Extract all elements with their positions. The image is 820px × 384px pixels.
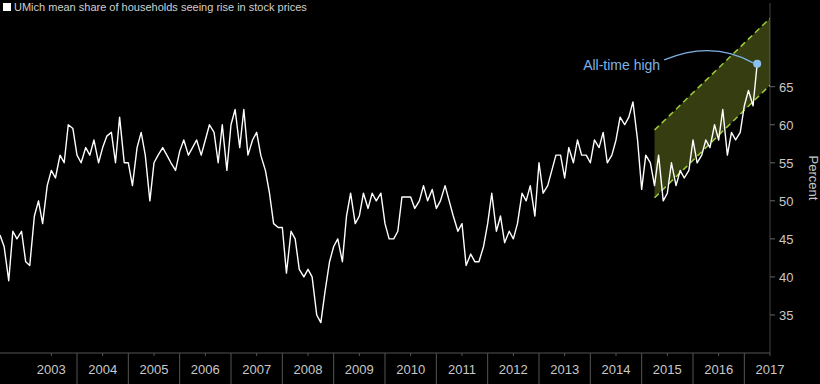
x-tick: [770, 353, 771, 356]
year-separator: [333, 353, 334, 384]
y-tick: [770, 238, 775, 239]
year-separator: [436, 353, 437, 384]
trend-channel-upper: [655, 18, 771, 130]
annotation-label: All-time high: [583, 57, 660, 73]
x-tick: [102, 353, 103, 356]
year-separator: [744, 353, 745, 384]
year-separator: [539, 353, 540, 384]
y-tick: [770, 200, 775, 201]
y-tick-label: 50: [779, 194, 793, 209]
y-tick-label: 45: [779, 232, 793, 247]
x-tick-label: 2015: [653, 362, 682, 377]
y-tick-label: 40: [779, 270, 793, 285]
year-separator: [641, 353, 642, 384]
x-tick: [51, 353, 52, 356]
chart: 2003 2004 2005 2006 2007 2008 2009 2010 2011 2012…: [0, 0, 820, 384]
x-tick-label: 2008: [294, 362, 323, 377]
year-separator: [590, 353, 591, 384]
year-separator: [385, 353, 386, 384]
year-separator: [282, 353, 283, 384]
x-tick: [513, 353, 514, 356]
background: [0, 0, 820, 384]
x-tick-label: 2004: [88, 362, 117, 377]
y-tick: [770, 124, 775, 125]
x-tick-label: 2013: [550, 362, 579, 377]
x-tick: [462, 353, 463, 356]
legend-label: UMich mean share of households seeing ri…: [14, 1, 307, 13]
series-line: [0, 64, 757, 323]
x-tick: [616, 353, 617, 356]
x-tick: [718, 353, 719, 356]
year-separator: [487, 353, 488, 384]
x-tick-label: 2006: [191, 362, 220, 377]
x-tick-label: 2012: [499, 362, 528, 377]
x-tick: [410, 353, 411, 356]
legend-swatch: [3, 3, 11, 11]
y-tick-label: 35: [779, 308, 793, 323]
annotation-connector: [664, 51, 753, 63]
y-tick: [770, 276, 775, 277]
y-axis-label: Percent: [806, 156, 820, 201]
y-tick: [770, 86, 775, 87]
y-tick: [770, 314, 775, 315]
x-tick: [154, 353, 155, 356]
x-tick-label: 2017: [756, 362, 785, 377]
x-tick-label: 2005: [140, 362, 169, 377]
x-tick: [359, 353, 360, 356]
x-tick-label: 2010: [396, 362, 425, 377]
x-tick-label: 2016: [704, 362, 733, 377]
y-tick-label: 65: [779, 80, 793, 95]
annotation-dot: [753, 60, 761, 68]
year-separator: [179, 353, 180, 384]
year-separator: [231, 353, 232, 384]
x-tick: [308, 353, 309, 356]
x-tick-label: 2009: [345, 362, 374, 377]
x-tick-label: 2003: [37, 362, 66, 377]
x-tick: [564, 353, 565, 356]
x-tick-label: 2007: [242, 362, 271, 377]
x-tick-label: 2011: [448, 362, 476, 377]
y-tick-label: 60: [779, 118, 793, 133]
x-tick: [256, 353, 257, 356]
x-tick: [205, 353, 206, 356]
y-tick: [770, 162, 775, 163]
year-separator: [128, 353, 129, 384]
y-tick-label: 55: [779, 156, 793, 171]
year-separator: [693, 353, 694, 384]
x-tick-label: 2014: [602, 362, 631, 377]
trend-channel-band: [655, 18, 771, 198]
x-tick: [667, 353, 668, 356]
year-separator: [77, 353, 78, 384]
plot-area: [0, 18, 770, 322]
